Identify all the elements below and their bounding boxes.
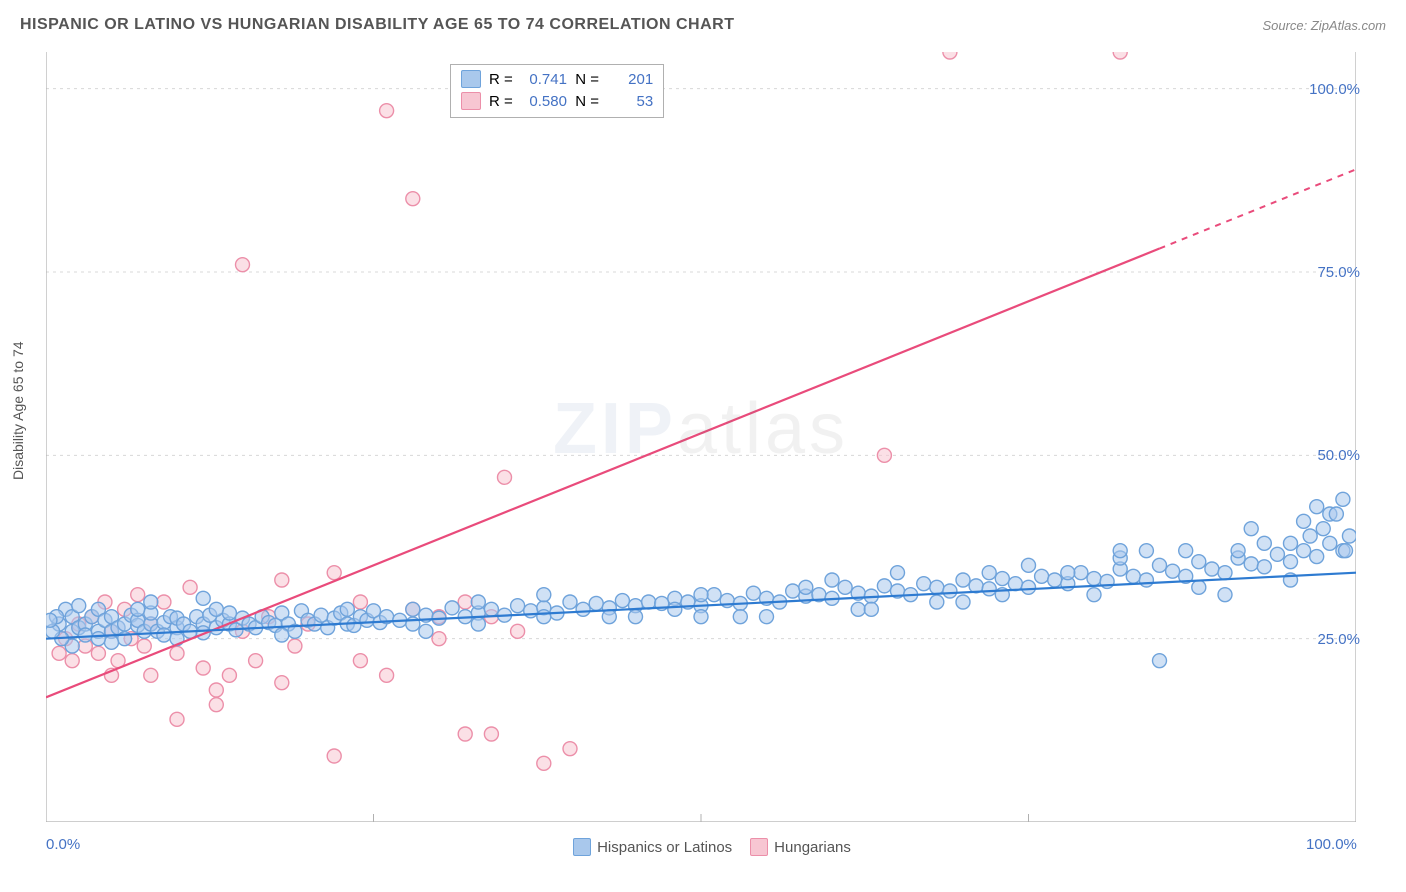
legend-swatch: [573, 838, 591, 856]
y-axis-label: Disability Age 65 to 74: [10, 341, 26, 480]
plot-area: ZIPatlas: [46, 52, 1356, 822]
scatter-svg: [46, 52, 1356, 822]
correlation-stats-box: R = 0.741 N = 201R = 0.580 N = 53: [450, 64, 664, 118]
stats-row: R = 0.580 N = 53: [461, 91, 653, 113]
stats-swatch: [461, 70, 481, 88]
stats-n-value: 53: [603, 91, 653, 113]
stats-row: R = 0.741 N = 201: [461, 69, 653, 91]
stats-n-value: 201: [603, 69, 653, 91]
stats-r-value: 0.741: [517, 69, 567, 91]
chart-title: HISPANIC OR LATINO VS HUNGARIAN DISABILI…: [20, 16, 734, 34]
legend-label: Hungarians: [774, 839, 851, 856]
legend-label: Hispanics or Latinos: [597, 839, 732, 856]
stats-swatch: [461, 92, 481, 110]
source-label: Source: ZipAtlas.com: [1262, 18, 1386, 33]
legend-bottom: Hispanics or Latinos Hungarians: [0, 838, 1406, 856]
stats-r-value: 0.580: [517, 91, 567, 113]
legend-swatch: [750, 838, 768, 856]
